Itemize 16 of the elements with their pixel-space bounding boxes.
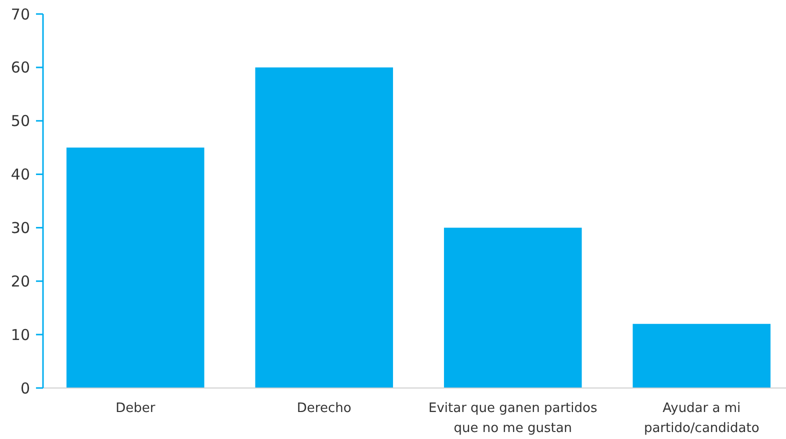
y-tick-label: 10 [10,326,30,344]
y-tick-label: 60 [10,58,30,77]
bar [444,228,582,388]
x-tick-label: Ayudar a mi partido/candidato [644,401,760,436]
x-tick-label: Evitar que ganen partidos que no me gustan [428,401,598,436]
y-tick-label: 70 [10,5,30,24]
y-tick-label: 40 [10,166,30,184]
x-tick-label: Derecho [296,401,352,416]
y-tick-label: 50 [10,112,30,130]
y-tick-label: 0 [20,379,30,398]
bar [66,148,204,388]
bar [255,67,394,388]
bar [632,324,771,388]
y-tick-label: 20 [10,272,30,290]
y-tick-label: 30 [10,218,30,237]
x-tick-label: Deber [116,401,156,416]
